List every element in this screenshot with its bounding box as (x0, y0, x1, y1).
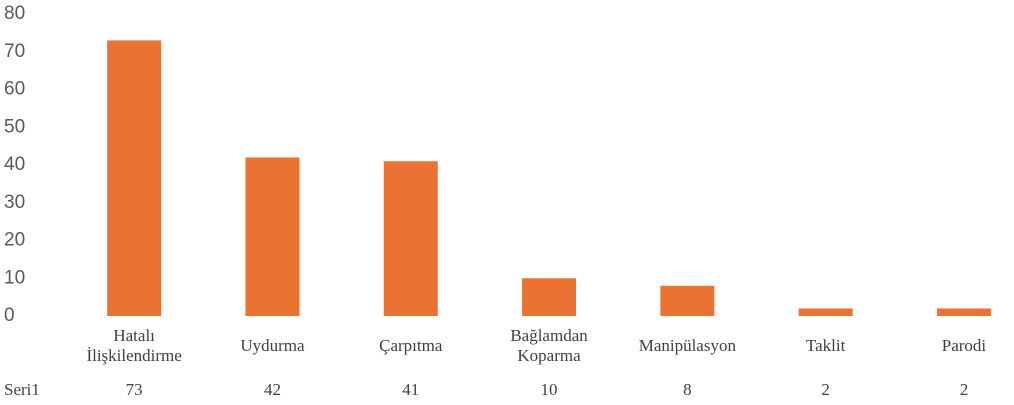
table-value: 42 (263, 380, 281, 399)
bar (383, 161, 438, 316)
bar (245, 157, 300, 316)
x-tick-label: Parodi (941, 336, 987, 355)
table-value: 10 (540, 380, 558, 399)
table-value: 8 (683, 380, 692, 399)
y-tick-label: 70 (4, 41, 25, 62)
table-value: 2 (821, 380, 830, 399)
y-tick-label: 50 (4, 116, 25, 137)
y-tick-label: 40 (4, 154, 25, 175)
y-tick-label: 10 (4, 267, 25, 288)
table-value: 41 (402, 380, 420, 399)
series-name: Seri1 (4, 380, 40, 399)
bar (660, 285, 715, 316)
x-tick-label: Uydurma (240, 336, 305, 355)
bar (798, 308, 853, 316)
y-tick-label: 30 (4, 192, 25, 213)
bar (936, 308, 991, 316)
x-tick-label: Çarpıtma (379, 336, 443, 355)
y-tick-label: 60 (4, 79, 25, 100)
y-tick-label: 20 (4, 230, 25, 251)
table-value: 2 (959, 380, 969, 399)
bar (522, 278, 577, 316)
y-tick-label: 0 (4, 305, 15, 326)
bar (107, 40, 162, 317)
x-tick-label: Manipülasyon (638, 336, 736, 355)
y-tick-label: 80 (4, 3, 25, 24)
table-value: 73 (125, 380, 143, 399)
x-tick-label: Bağlamdan Koparma (510, 326, 588, 365)
x-tick-label: Taklit (805, 336, 846, 355)
x-tick-label: Hatalı İlişkilendirme (86, 326, 182, 365)
